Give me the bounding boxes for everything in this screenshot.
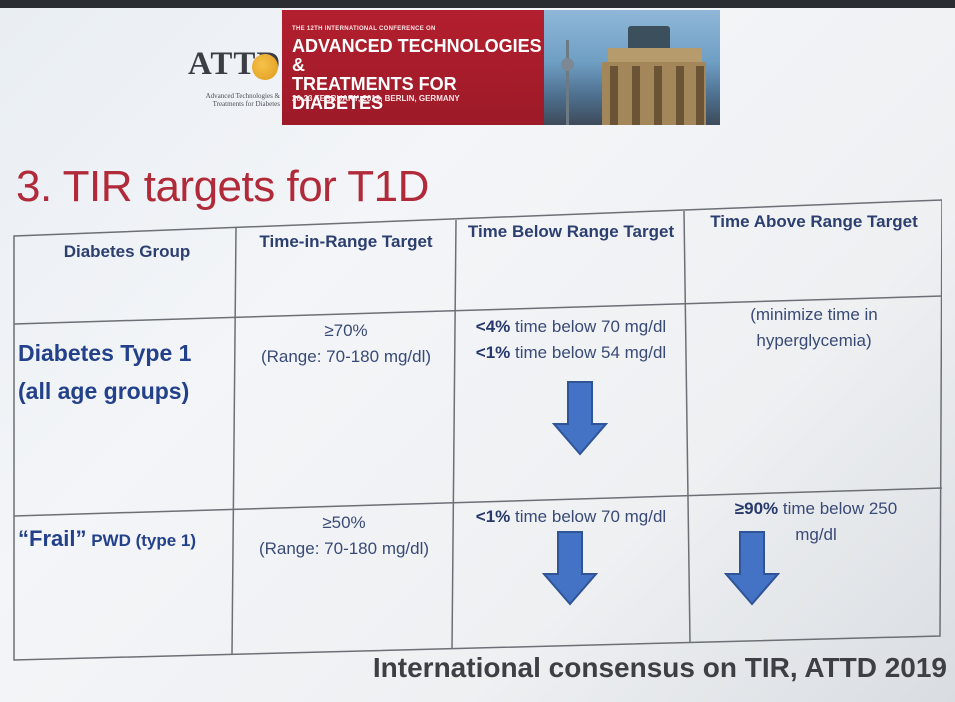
tv-tower-sphere — [561, 58, 574, 71]
conference-edition: THE 12TH INTERNATIONAL CONFERENCE ON — [292, 26, 436, 32]
header-time-below-range: Time Below Range Target — [467, 222, 675, 241]
frail-quote-open: “ — [18, 526, 29, 551]
frail-word: Frail — [29, 526, 76, 551]
type1-tbr-target: <4% time below 70 mg/dl <1% time below 5… — [458, 314, 684, 366]
frail-tar-line1: ≥90% time below 250 — [690, 496, 942, 522]
type1-tir-range: (Range: 70-180 mg/dl) — [260, 347, 432, 366]
frail-quote-close: ” — [75, 526, 87, 551]
type1-tbr-1-text: time below 70 mg/dl — [510, 317, 667, 336]
header-time-in-range: Time-in-Range Target — [259, 232, 433, 251]
down-arrow-icon — [724, 531, 780, 606]
slide-title: 3. TIR targets for T1D — [16, 162, 429, 211]
frail-tir-range: (Range: 70-180 mg/dl) — [258, 539, 430, 558]
type1-tar-line1: (minimize time in — [750, 305, 878, 324]
frail-tbr-line1: <1% time below 70 mg/dl — [458, 504, 684, 530]
top-edge-bar — [0, 0, 955, 8]
conference-title: ADVANCED TECHNOLOGIES & TREATMENTS FOR D… — [292, 37, 544, 113]
conference-date: 20-23 FEBRUARY, 2019, BERLIN, GERMANY — [292, 94, 460, 103]
frail-tar-value: ≥90% — [734, 499, 779, 518]
type1-tir-main: ≥70% — [324, 321, 368, 340]
row-label-type1-line1: Diabetes Type 1 — [18, 340, 192, 366]
frail-tar-line2: mg/dl — [795, 525, 837, 544]
frail-tir-main: ≥50% — [322, 513, 366, 532]
logo-subtitle: Advanced Technologies & Treatments for D… — [205, 92, 280, 108]
conference-banner: THE 12TH INTERNATIONAL CONFERENCE ON ADV… — [282, 10, 544, 125]
logo-swoosh-icon — [252, 54, 278, 80]
header-diabetes-group: Diabetes Group — [63, 242, 191, 261]
gate-column — [654, 66, 662, 125]
gate-roof — [608, 48, 702, 62]
frail-tbr-value: <1% — [475, 507, 511, 526]
type1-tbr-line1: <4% time below 70 mg/dl — [458, 314, 684, 340]
type1-tar-target: (minimize time in hyperglycemia) — [686, 302, 942, 354]
gate-column — [632, 66, 640, 125]
gate-column — [610, 66, 618, 125]
quadriga — [628, 26, 670, 50]
type1-tbr-line2: <1% time below 54 mg/dl — [458, 340, 684, 366]
frail-tir-target: ≥50% (Range: 70-180 mg/dl) — [236, 510, 452, 562]
attd-logo: ATTD Advanced Technologies & Treatments … — [170, 38, 282, 128]
frail-tar-target: ≥90% time below 250 mg/dl — [690, 496, 942, 548]
tv-tower — [566, 40, 569, 125]
gate-column — [676, 66, 684, 125]
down-arrow-icon — [552, 381, 608, 456]
conference-title-line2: TREATMENTS FOR DIABETES — [292, 74, 457, 113]
type1-tar-line2: hyperglycemia) — [756, 331, 872, 350]
brandenburg-gate-photo — [544, 10, 720, 125]
frail-tbr-target: <1% time below 70 mg/dl — [458, 504, 684, 530]
gate-column — [696, 66, 704, 125]
frail-tbr-text: time below 70 mg/dl — [510, 507, 667, 526]
frail-tar-text: time below 250 — [778, 499, 898, 518]
type1-tbr-2-text: time below 54 mg/dl — [510, 343, 667, 362]
table-grid-lines — [13, 199, 942, 661]
conference-title-line1: ADVANCED TECHNOLOGIES & — [292, 36, 542, 75]
header-time-above-range: Time Above Range Target — [710, 212, 918, 231]
down-arrow-icon — [542, 531, 598, 606]
type1-tbr-2-value: <1% — [475, 343, 511, 362]
type1-tir-target: ≥70% (Range: 70-180 mg/dl) — [238, 318, 454, 370]
tir-targets-table: Diabetes Group Time-in-Range Target Time… — [12, 198, 942, 668]
row-label-type1: Diabetes Type 1 (all age groups) — [18, 334, 232, 410]
type1-tbr-1-value: <4% — [475, 317, 511, 336]
slide-footer-citation: International consensus on TIR, ATTD 201… — [372, 652, 947, 683]
frail-pwd-text: PWD (type 1) — [86, 531, 197, 550]
row-label-type1-line2: (all age groups) — [18, 378, 190, 404]
row-label-frail: “Frail” PWD (type 1) — [18, 526, 232, 552]
